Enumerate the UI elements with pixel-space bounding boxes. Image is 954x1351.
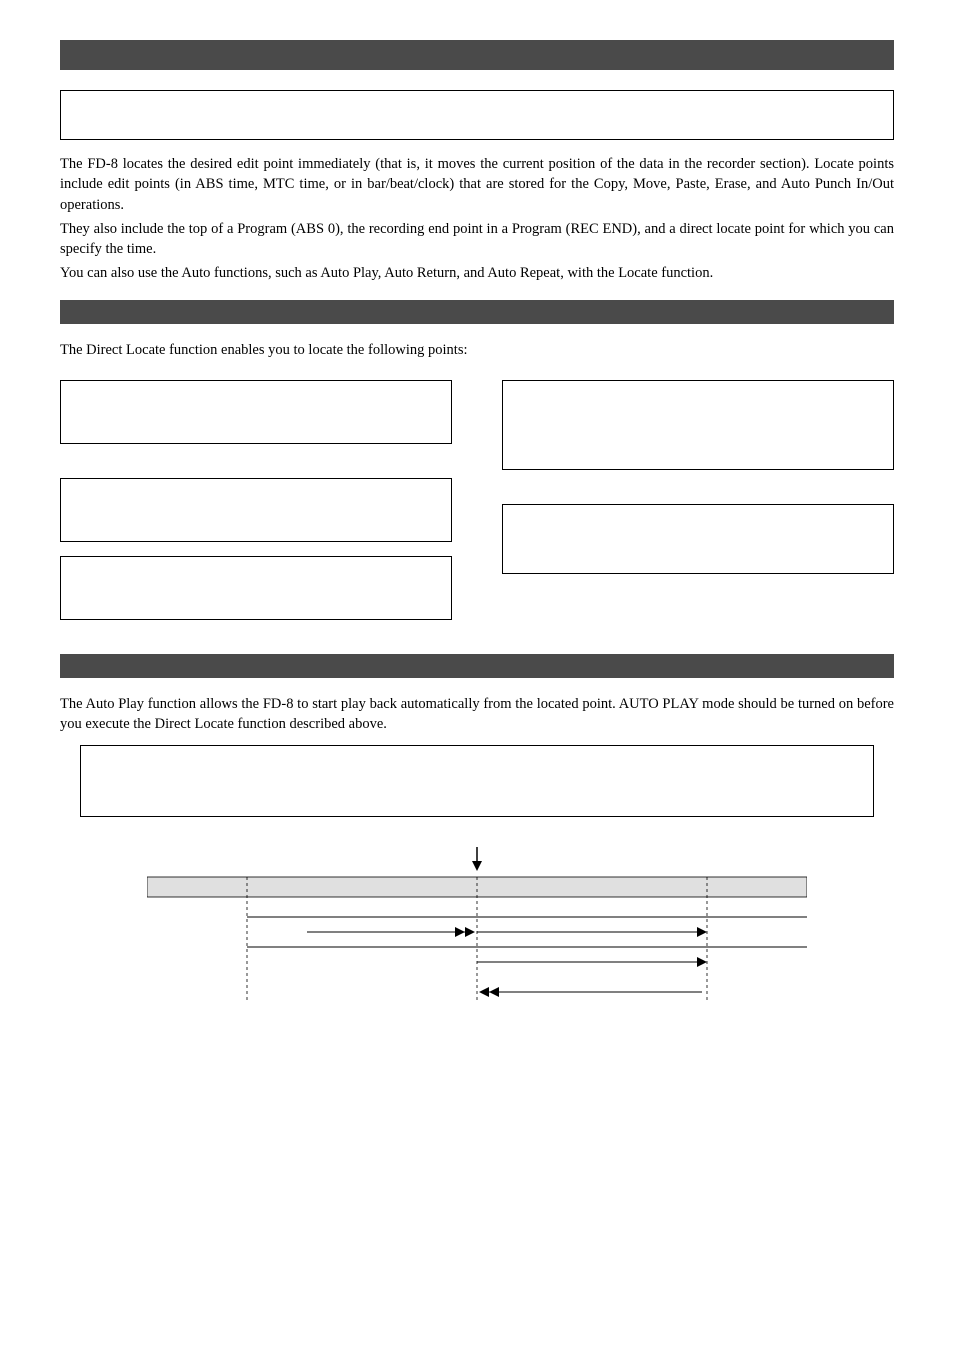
locate-point-box-4 [502, 380, 894, 470]
locate-points-right-col [502, 380, 894, 634]
transport-diagram-svg [147, 847, 807, 1027]
locate-points-grid [60, 380, 894, 634]
play-arrow-2 [697, 957, 707, 967]
rew-arrow-2 [489, 987, 499, 997]
locate-arrow-head [472, 861, 482, 871]
section-2-text: The Auto Play function allows the FD-8 t… [60, 694, 894, 735]
section-2-bar [60, 654, 894, 678]
intro-paragraph-1: The FD-8 locates the desired edit point … [60, 154, 894, 215]
locate-point-box-5 [502, 504, 894, 574]
rew-arrow-1 [479, 987, 489, 997]
play-arrow-1 [697, 927, 707, 937]
page-header-bar [60, 40, 894, 70]
ff-arrow-2 [455, 927, 465, 937]
intro-title-box [60, 90, 894, 140]
section-1-bar [60, 300, 894, 324]
intro-paragraph-2: They also include the top of a Program (… [60, 219, 894, 260]
locate-points-left-col [60, 380, 452, 634]
intro-paragraph-3: You can also use the Auto functions, suc… [60, 263, 894, 283]
section-1-text: The Direct Locate function enables you t… [60, 340, 894, 360]
locate-point-box-3 [60, 556, 452, 620]
auto-play-note-box [80, 745, 874, 817]
locate-point-box-2 [60, 478, 452, 542]
locate-point-box-1 [60, 380, 452, 444]
ff-arrow-1 [465, 927, 475, 937]
transport-diagram [147, 847, 807, 1032]
